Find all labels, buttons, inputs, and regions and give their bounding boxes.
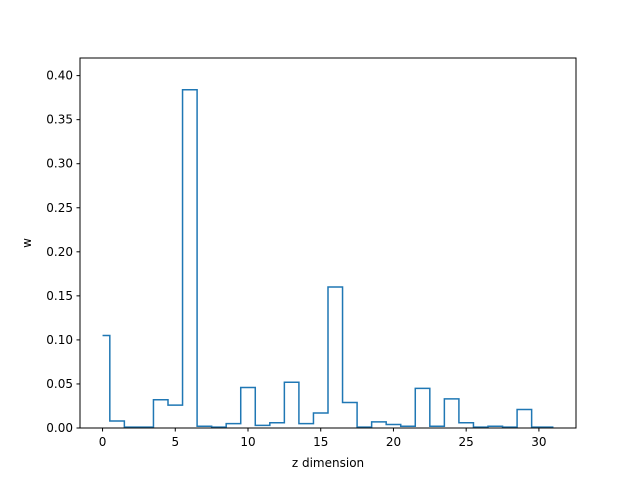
y-tick-label: 0.40 xyxy=(46,69,73,83)
y-axis-label: w xyxy=(20,238,34,248)
x-tick-label: 30 xyxy=(531,435,546,449)
x-tick-label: 10 xyxy=(240,435,255,449)
y-tick-label: 0.15 xyxy=(46,289,73,303)
y-tick-label: 0.00 xyxy=(46,421,73,435)
y-tick-label: 0.05 xyxy=(46,377,73,391)
y-tick-label: 0.35 xyxy=(46,113,73,127)
series-step-line xyxy=(102,88,554,428)
x-axis-label: z dimension xyxy=(292,456,364,470)
x-tick-label: 5 xyxy=(171,435,179,449)
x-tick-label: 15 xyxy=(313,435,328,449)
y-tick-label: 0.25 xyxy=(46,201,73,215)
y-tick-label: 0.20 xyxy=(46,245,73,259)
x-tick-label: 20 xyxy=(386,435,401,449)
x-tick-label: 0 xyxy=(99,435,107,449)
series-layer xyxy=(102,88,554,428)
plot-frame xyxy=(79,57,577,429)
y-axis-ticks: 0.00 0.05 0.10 0.15 0.20 0.25 0.30 0.35 0.40 xyxy=(46,69,80,435)
y-tick-label: 0.30 xyxy=(46,157,73,171)
x-axis-ticks: 0 5 10 15 20 25 30 xyxy=(99,428,547,449)
y-tick-label: 0.10 xyxy=(46,333,73,347)
x-tick-label: 25 xyxy=(459,435,474,449)
